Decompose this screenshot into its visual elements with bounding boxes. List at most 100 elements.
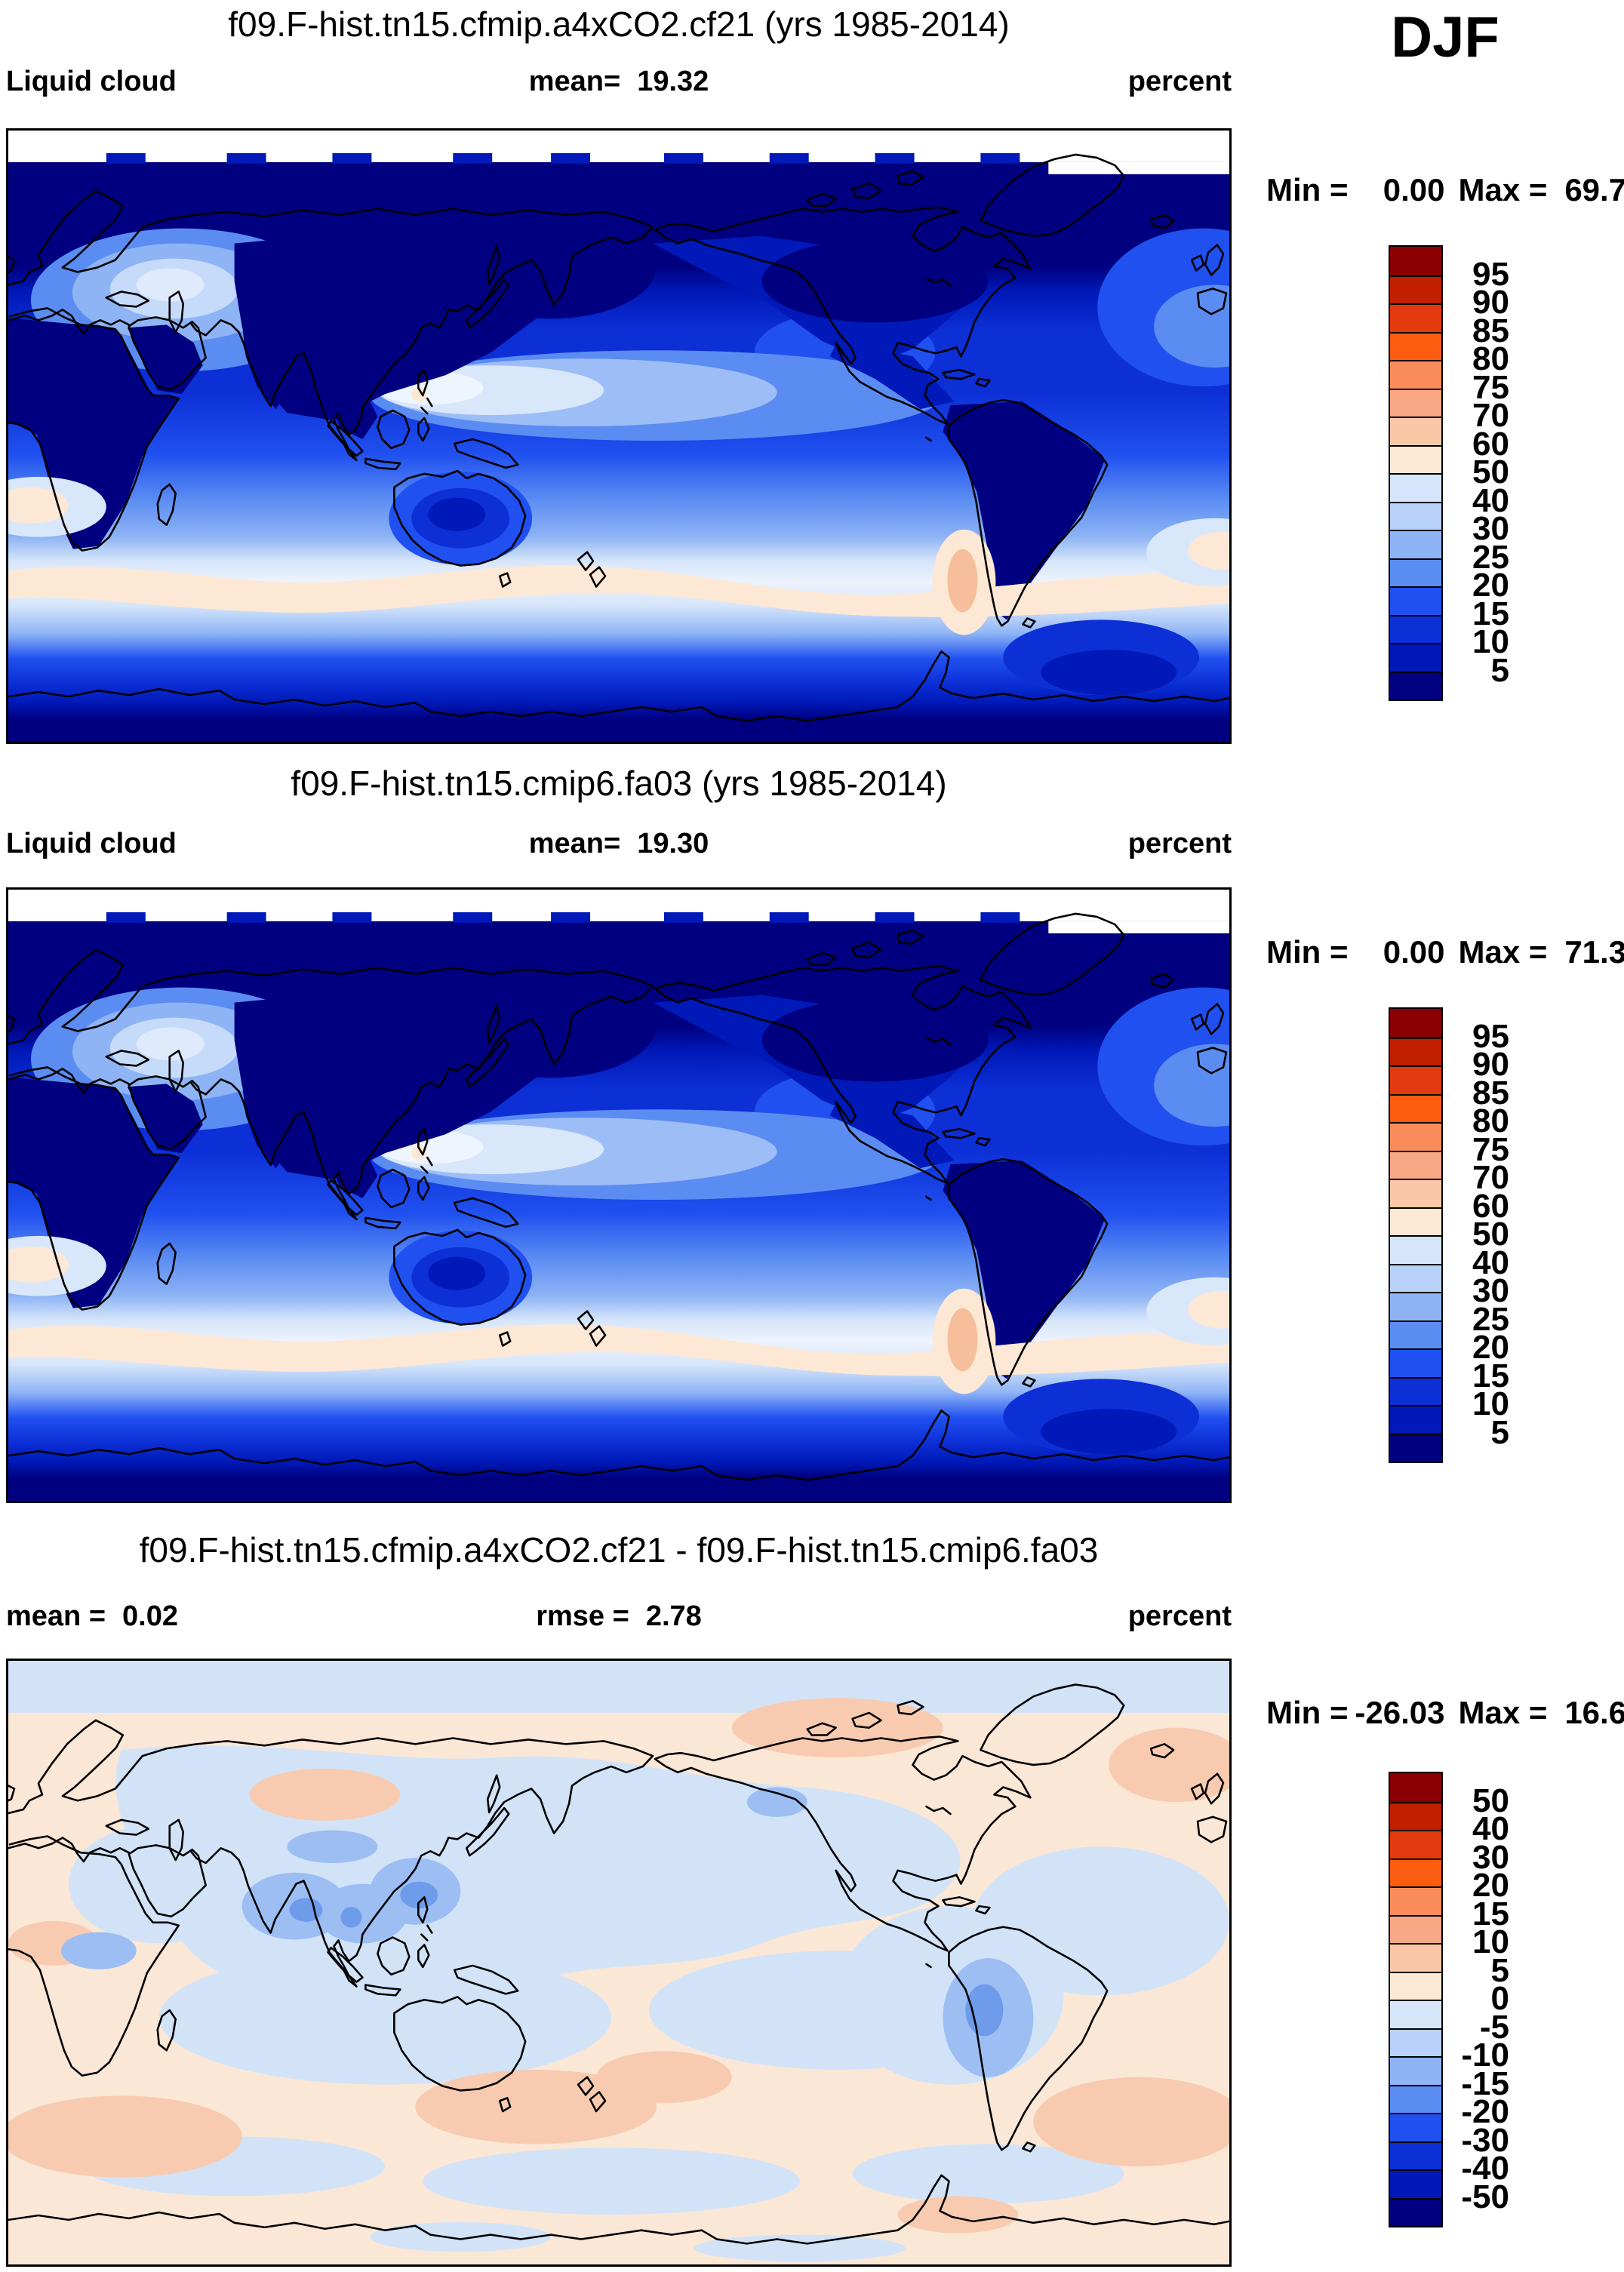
colorbar-tick-label: 20 <box>1472 1329 1509 1366</box>
colorbar-cell <box>1390 1263 1441 1292</box>
panel3-min-value: -26.03 <box>1355 1695 1445 1730</box>
colorbar-tick-label: 0 <box>1490 1980 1509 2017</box>
colorbar-cell <box>1390 1179 1441 1207</box>
colorbar-cell <box>1390 2084 1441 2113</box>
panel2-max-label: Max = <box>1458 934 1548 970</box>
colorbar-cell <box>1390 1943 1441 1972</box>
colorbar-tick-label: 10 <box>1472 623 1509 660</box>
colorbar-cell <box>1390 1376 1441 1405</box>
colorbar-tick-label: 30 <box>1472 1272 1509 1309</box>
panel1-min-label: Min = <box>1266 172 1349 208</box>
panel2-min-value: 0.00 <box>1383 934 1445 970</box>
panel3-max-value: 16.67 <box>1564 1695 1624 1730</box>
colorbar-tick-label: 75 <box>1472 1130 1509 1168</box>
colorbar-cell <box>1390 275 1441 303</box>
panel1-minmax: Min = 0.00 Max = 69.70 <box>1266 172 1624 208</box>
colorbar-tick-label: 20 <box>1472 567 1509 604</box>
panel2-title: f09.F-hist.tn15.cmip6.fa03 (yrs 1985-201… <box>291 764 947 803</box>
season-label: DJF <box>1391 5 1499 69</box>
colorbar-tick-label: -40 <box>1461 2150 1509 2187</box>
colorbar-tick-label: 95 <box>1472 255 1509 293</box>
panel1-mean-value: 19.32 <box>637 66 709 97</box>
colorbar-cell <box>1390 586 1441 615</box>
colorbar-tick-label: 5 <box>1490 1413 1509 1451</box>
panel3-mean-value: 0.02 <box>122 1600 178 1632</box>
panel1-max-label: Max = <box>1458 172 1548 208</box>
panel2-mean-value: 19.30 <box>637 828 709 859</box>
panel2-colorbar: 95 90 85 80 75 70 60 50 40 30 25 20 15 10 5 <box>1389 1007 1509 1463</box>
colorbar-cell <box>1390 1830 1441 1858</box>
panel2-stats-row: Liquid cloud mean= 19.30 percent <box>6 827 1232 860</box>
colorbar-tick-label: 15 <box>1472 1895 1509 1932</box>
colorbar-cell <box>1390 331 1441 360</box>
colorbar-cell <box>1390 2197 1441 2226</box>
colorbar-tick-label: 30 <box>1472 510 1509 547</box>
colorbar-cell <box>1390 1348 1441 1377</box>
panel1-max-value: 69.70 <box>1564 172 1624 208</box>
colorbar-tick-label: 80 <box>1472 340 1509 377</box>
colorbar-tick-label: 80 <box>1472 1102 1509 1139</box>
panel3-rmse-value: 2.78 <box>645 1600 702 1632</box>
panel2-variable-label: Liquid cloud <box>6 828 177 859</box>
liquid-cloud-map-1 <box>6 128 1232 744</box>
colorbar-cell <box>1390 1320 1441 1348</box>
colorbar-tick-label: 60 <box>1472 425 1509 463</box>
colorbar-cell <box>1390 2141 1441 2169</box>
panel2-units-label: percent <box>1127 828 1232 859</box>
panel3-minmax: Min =-26.03 Max = 16.67 <box>1266 1695 1624 1731</box>
colorbar-tick-label: 30 <box>1472 1838 1509 1876</box>
colorbar-cell <box>1390 1150 1441 1179</box>
colorbar-cell <box>1390 1292 1441 1320</box>
panel3-min-label: Min = <box>1266 1695 1349 1730</box>
colorbar-cell <box>1390 1886 1441 1915</box>
colorbar-cell <box>1390 1971 1441 2000</box>
colorbar-cell <box>1390 2028 1441 2056</box>
panel2-minmax: Min = 0.00 Max = 71.36 <box>1266 934 1624 970</box>
panel1-stats-row: Liquid cloud mean= 19.32 percent <box>6 65 1232 98</box>
colorbar-cell <box>1390 558 1441 586</box>
colorbar-cell <box>1390 1122 1441 1151</box>
colorbar-tick-label: 95 <box>1472 1017 1509 1055</box>
colorbar-tick-label: 70 <box>1472 397 1509 434</box>
colorbar-tick-label: -20 <box>1461 2093 1509 2130</box>
panel1-min-value: 0.00 <box>1383 172 1445 208</box>
colorbar-tick-label: 85 <box>1472 312 1509 349</box>
colorbar-tick-label: 75 <box>1472 368 1509 406</box>
panel3-max-label: Max = <box>1458 1695 1548 1730</box>
colorbar-cell <box>1390 1773 1441 1802</box>
colorbar-tick-label: 50 <box>1472 1216 1509 1253</box>
colorbar-cell <box>1390 1405 1441 1434</box>
colorbar-tick-label: -5 <box>1479 2008 1509 2046</box>
colorbar-tick-label: 90 <box>1472 1046 1509 1083</box>
colorbar-tick-label: 40 <box>1472 1810 1509 1847</box>
colorbar-cell <box>1390 2113 1441 2141</box>
colorbar-tick-label: -50 <box>1461 2178 1509 2215</box>
colorbar-cell <box>1390 643 1441 672</box>
colorbar-cell <box>1390 444 1441 473</box>
colorbar-tick-label: 25 <box>1472 538 1509 576</box>
panel3-rmse: rmse = 2.78 <box>6 1600 1232 1633</box>
colorbar-tick-label: 10 <box>1472 1923 1509 1960</box>
colorbar-cell <box>1390 1801 1441 1830</box>
colorbar-tick-label: 40 <box>1472 481 1509 519</box>
colorbar-tick-label: 40 <box>1472 1244 1509 1281</box>
colorbar-tick-label: 20 <box>1472 1867 1509 1904</box>
colorbar-tick-label: -30 <box>1461 2121 1509 2159</box>
panel3-mean-label: mean = <box>6 1600 106 1632</box>
colorbar-tick-label: 10 <box>1472 1385 1509 1422</box>
colorbar-tick-label: -10 <box>1461 2037 1509 2074</box>
colorbar-cell <box>1390 671 1441 699</box>
panel1-colorbar: 95 90 85 80 75 70 60 50 40 30 25 20 15 10 5 <box>1389 245 1509 701</box>
panel3-rmse-label: rmse = <box>536 1600 629 1632</box>
colorbar-cell <box>1390 360 1441 389</box>
panel3-colorbar: 50 40 30 20 15 10 5 0 -5 -10 -15 -20 -30 -40 -50 <box>1389 1772 1509 2227</box>
colorbar-cell <box>1390 1207 1441 1235</box>
colorbar-cell <box>1390 614 1441 643</box>
colorbar-tick-label: 25 <box>1472 1300 1509 1338</box>
panel3-title: f09.F-hist.tn15.cfmip.a4xCO2.cf21 - f09.… <box>139 1530 1099 1569</box>
colorbar-tick-label: 60 <box>1472 1187 1509 1225</box>
panel1-units-label: percent <box>1127 66 1232 97</box>
colorbar-tick-label: 15 <box>1472 1357 1509 1394</box>
panel2-mean: mean= 19.30 <box>6 827 1232 860</box>
